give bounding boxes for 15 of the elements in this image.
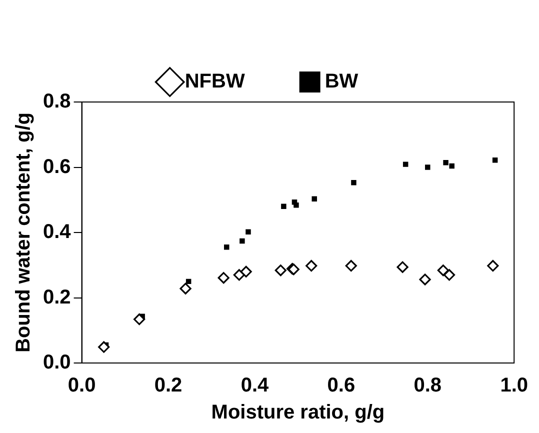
legend-label: BW (324, 70, 358, 93)
x-tick-label: 0.0 (68, 374, 96, 397)
y-tick-label: 0.4 (42, 221, 72, 244)
legend-label: NFBW (184, 70, 245, 93)
y-axis-title: Bound water content, g/g (12, 112, 35, 352)
x-tick-label: 0.4 (240, 374, 270, 397)
y-tick-label: 0.8 (42, 90, 71, 113)
y-tick-label: 0.6 (42, 156, 71, 178)
x-tick-label: 0.2 (154, 374, 182, 397)
x-tick-label: 0.8 (414, 374, 442, 397)
y-tick-label: 0.0 (42, 352, 71, 374)
x-axis-title: Moisture ratio, g/g (211, 402, 385, 424)
x-tick-label: 1.0 (500, 374, 528, 397)
y-tick-label: 0.2 (42, 286, 71, 308)
x-tick-label: 0.6 (327, 374, 356, 397)
